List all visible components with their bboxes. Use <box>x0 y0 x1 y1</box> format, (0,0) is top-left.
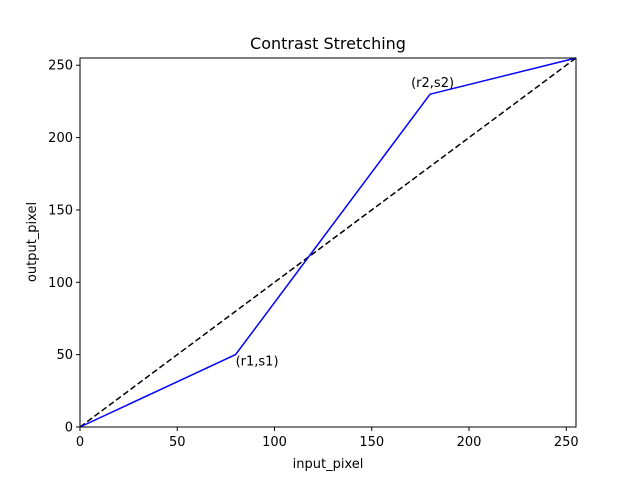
x-axis-ticks: 0 50 100 150 200 250 <box>76 427 579 450</box>
annotation-1: (r1,s1) <box>236 355 279 370</box>
x-tick-label: 150 <box>359 435 384 450</box>
identity-dashed-line <box>79 57 577 428</box>
y-tick-label: 50 <box>56 348 73 363</box>
x-tick-label: 200 <box>457 435 482 450</box>
y-tick-label: 250 <box>48 59 73 74</box>
y-tick-label: 150 <box>48 203 73 218</box>
y-tick-label: 100 <box>48 276 73 291</box>
chart-title: Contrast Stretching <box>250 34 406 53</box>
x-tick-label: 250 <box>554 435 579 450</box>
plot-area: (r1,s1) (r2,s2) <box>79 57 577 428</box>
y-tick-label: 200 <box>48 131 73 146</box>
x-tick-label: 100 <box>262 435 287 450</box>
x-tick-label: 50 <box>169 435 186 450</box>
annotation-2: (r2,s2) <box>411 76 454 91</box>
contrast-stretch-line <box>79 57 577 428</box>
x-tick-label: 0 <box>76 435 84 450</box>
axes-frame <box>79 57 577 428</box>
y-tick-label: 0 <box>65 421 73 436</box>
y-axis-label: output_pixel <box>25 202 40 282</box>
y-axis-ticks: 0 50 100 150 200 250 <box>48 59 80 436</box>
x-axis-label: input_pixel <box>293 457 364 472</box>
